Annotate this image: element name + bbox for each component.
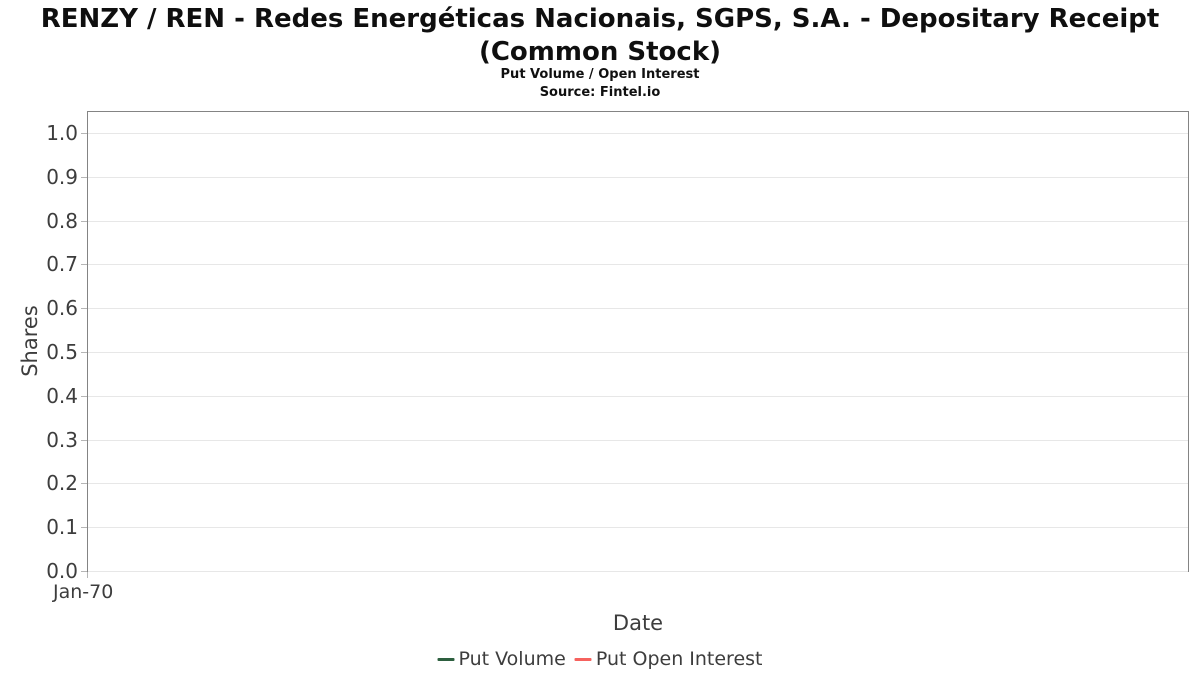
gridline [88,308,1188,310]
y-tick-label: 0.6 [46,296,87,321]
plot-area [87,111,1189,572]
legend-series-label: Put Open Interest [595,648,763,670]
gridline [88,220,1188,222]
y-tick-label: 1.0 [46,121,87,145]
chart-source: Source: Fintel.io [539,85,661,100]
y-tick-label: 0.1 [46,515,87,540]
legend-series-dash-icon [437,657,455,661]
gridline [88,395,1188,397]
y-tick-label: 0.9 [46,164,87,189]
gridline [88,352,1188,353]
x-axis-title: Date [612,611,664,635]
legend-series-dash-icon [574,657,592,661]
gridline [88,264,1188,266]
y-tick-label: 0.3 [46,427,87,452]
gridline [88,527,1188,529]
y-tick-label: 0.5 [46,340,87,364]
y-tick-label: 0.4 [46,383,87,408]
gridline [88,133,1188,134]
y-axis-tick-labels: 1.0 0.9 0.8 0.7 0.6 0.5 0.4 0.3 0.2 0.1 0.0 [0,111,87,583]
y-tick-label: 0.7 [46,252,87,277]
legend-series-label: Put Volume [458,648,566,670]
gridline [88,571,1188,572]
gridline [88,439,1188,441]
legend-item[interactable]: Put Volume [437,648,566,670]
chart-subtitle: Put Volume / Open Interest [500,67,700,82]
y-axis-title: Shares [18,305,42,377]
y-tick-label: 0.2 [46,471,87,496]
y-tick-label: 0.8 [46,208,87,233]
legend: Put Volume Put Open Interest [437,648,763,670]
x-tick-label: Jan-70 [53,581,114,603]
gridline [88,176,1188,178]
chart-title-line1: RENZY / REN - Redes Energéticas Nacionai… [40,4,1160,34]
gridline [88,483,1188,485]
chart-title: RENZY / REN - Redes Energéticas Nacionai… [0,3,1200,69]
x-tick-mark [87,572,88,578]
chart-title-line2: (Common Stock) [478,37,722,67]
legend-item[interactable]: Put Open Interest [574,648,763,670]
y-tick-label: 0.0 [46,559,87,583]
